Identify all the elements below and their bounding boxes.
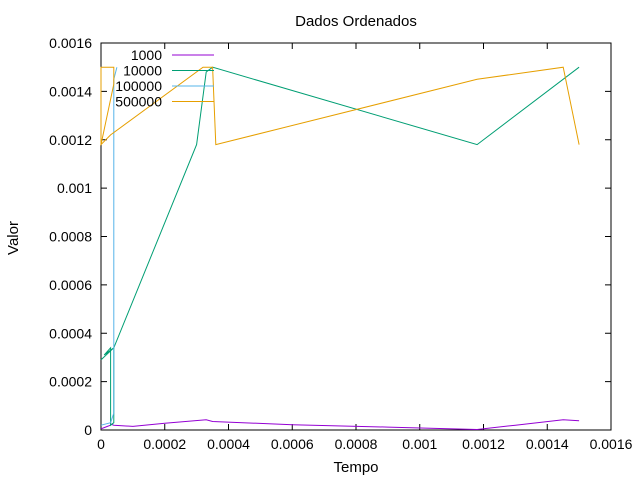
series-line-10000 [100,66,580,427]
y-tick-label: 0.0008 [49,229,92,245]
legend-label-1000: 1000 [131,47,162,63]
x-tick-label: 0.0002 [143,436,186,452]
legend-label-10000: 10000 [123,63,162,79]
y-tick-label: 0.0004 [49,325,92,341]
y-tick-label: 0.0016 [49,35,92,51]
x-tick-label: 0.001 [402,436,437,452]
x-tick-label: 0.0014 [526,436,569,452]
ticks-layer: 0 0.0002 0.0004 0.0006 0.0008 0.001 0.0012 0.00… [49,35,632,452]
y-tick-label: 0.001 [57,180,92,196]
series-line-1000 [100,419,580,431]
y-axis-label: Valor [5,221,22,255]
x-tick-label: 0.0016 [590,436,633,452]
y-tick-label: 0 [84,422,92,438]
x-tick-label: 0 [97,436,105,452]
x-tick-label: 0.0006 [271,436,314,452]
x-tick-label: 0.0012 [462,436,505,452]
x-tick-label: 0.0008 [335,436,378,452]
y-tick-label: 0.0012 [49,132,92,148]
series-layer [100,66,580,431]
chart-title: Dados Ordenados [295,13,417,30]
x-tick-label: 0.0004 [207,436,250,452]
x-axis-label: Tempo [333,459,378,476]
legend-label-100000: 100000 [115,78,162,94]
y-tick-label: 0.0002 [49,374,92,390]
series-line-500000 [100,66,580,147]
y-tick-label: 0.0006 [49,277,92,293]
series-line-100000 [100,67,118,426]
y-tick-label: 0.0014 [49,83,92,99]
legend-label-500000: 500000 [115,94,162,110]
